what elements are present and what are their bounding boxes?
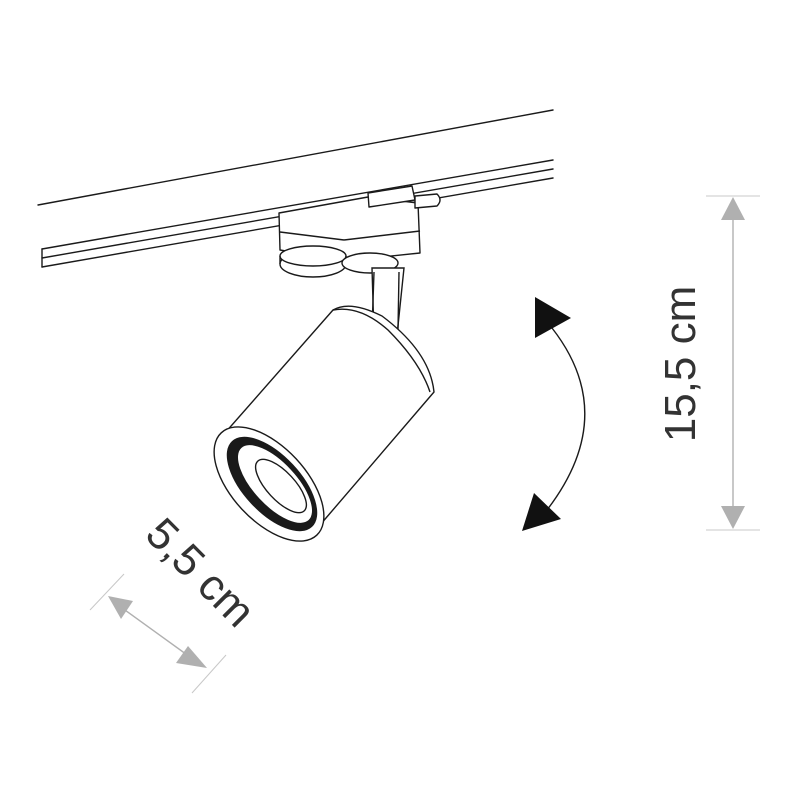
track-adapter <box>278 185 441 278</box>
diameter-dimension: 5,5 cm <box>89 509 264 694</box>
rotation-arrowhead-top-icon <box>535 297 571 338</box>
height-arrow-down-icon <box>721 506 745 529</box>
diameter-arrow-right-icon <box>176 646 207 668</box>
diameter-label: 5,5 cm <box>136 509 264 637</box>
height-arrow-up-icon <box>721 197 745 220</box>
rotation-arrowhead-bottom-icon <box>522 493 561 531</box>
diameter-arrow-left-icon <box>108 596 133 619</box>
spotlight-body <box>213 305 435 542</box>
height-label: 15,5 cm <box>656 286 705 443</box>
height-dimension: 15,5 cm <box>656 195 760 531</box>
rotation-indicator <box>522 297 586 531</box>
